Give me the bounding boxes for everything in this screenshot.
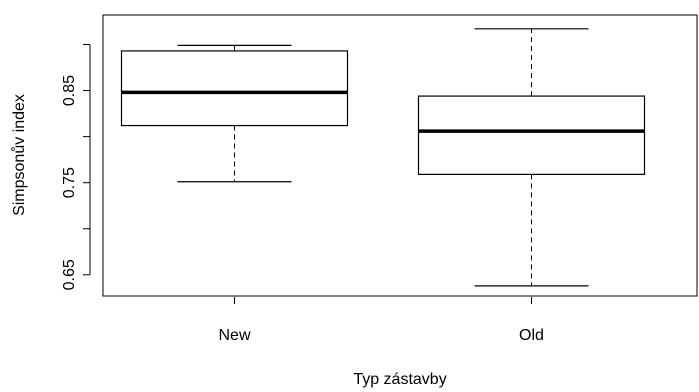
- box-new: [120, 44, 349, 183]
- boxes: [120, 28, 646, 287]
- y-tick-label: 0.85: [61, 75, 78, 106]
- plot-frame: [102, 14, 698, 297]
- iqr-box: [417, 95, 646, 175]
- y-tick-label: 0.75: [61, 167, 78, 198]
- y-tick-label: 0.65: [61, 259, 78, 290]
- x-tick-label: New: [218, 327, 250, 344]
- x-axis: New Old: [218, 297, 544, 344]
- iqr-box: [120, 50, 349, 127]
- y-axis: 0.65 0.75 0.85: [61, 43, 91, 290]
- x-tick-label: Old: [519, 327, 544, 344]
- box-old: [417, 28, 646, 287]
- x-axis-label: Typ zástavby: [353, 371, 446, 388]
- y-axis-label: Simpsonův index: [10, 94, 28, 216]
